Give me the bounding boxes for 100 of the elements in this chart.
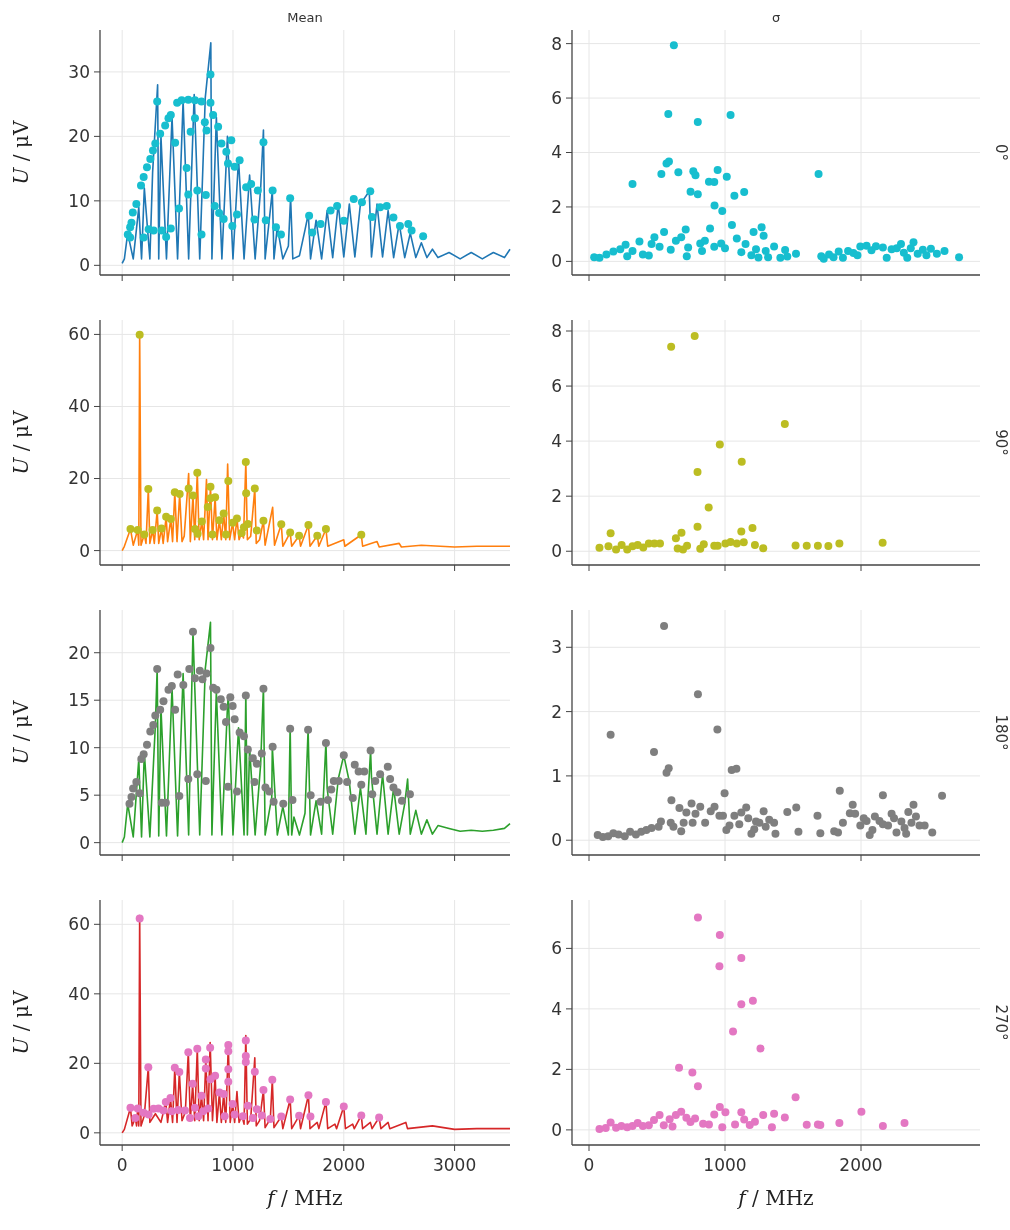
chart-title: Mean — [287, 10, 323, 25]
point — [731, 1120, 740, 1129]
y-tick-label: 10 — [68, 190, 90, 211]
point — [232, 514, 241, 523]
point — [135, 330, 144, 339]
point — [321, 524, 330, 533]
point — [900, 1118, 909, 1127]
point — [606, 1118, 615, 1127]
y-tick-label: 0 — [79, 832, 90, 853]
x-tick-label: 1000 — [211, 1155, 255, 1175]
point — [677, 528, 686, 537]
line-series — [121, 621, 511, 844]
text: 180° — [992, 714, 1010, 751]
point — [259, 516, 268, 525]
point — [677, 1107, 686, 1116]
point — [659, 1121, 668, 1130]
point — [252, 526, 261, 535]
y-tick-label: 10 — [68, 737, 90, 758]
y-tick-label: 40 — [68, 983, 90, 1004]
point — [756, 1044, 765, 1053]
point — [780, 1113, 789, 1122]
point — [878, 1121, 887, 1130]
x-tick-label: 1000 — [703, 1155, 747, 1175]
y-tick-label: 4 — [551, 431, 562, 452]
point — [221, 530, 230, 539]
y-tick-label: 8 — [551, 320, 562, 341]
point — [667, 342, 676, 351]
point — [750, 1117, 759, 1126]
y-tick-label: 6 — [551, 938, 562, 959]
point — [688, 1068, 697, 1077]
point — [208, 530, 217, 539]
text: 90° — [992, 429, 1010, 456]
point — [639, 543, 648, 552]
y-tick-label: 3 — [551, 637, 562, 658]
point — [737, 954, 746, 963]
point — [595, 1124, 604, 1133]
point — [740, 1115, 749, 1124]
point — [835, 1118, 844, 1127]
point — [277, 520, 286, 529]
x-axis-title: f / MHz — [736, 1186, 814, 1210]
y-tick-label: 0 — [551, 1119, 562, 1140]
y-tick-label: 30 — [68, 61, 90, 82]
y-tick-label: 4 — [551, 998, 562, 1019]
point — [623, 545, 632, 554]
point — [148, 526, 157, 535]
point — [802, 1120, 811, 1129]
point — [206, 482, 215, 491]
point — [759, 544, 768, 553]
y-tick-label: 6 — [551, 376, 562, 397]
point — [824, 542, 833, 551]
point — [715, 962, 724, 971]
point — [710, 1110, 719, 1119]
y-tick-label: 1 — [551, 765, 562, 786]
y-tick-label: 0 — [551, 251, 562, 272]
point — [693, 913, 702, 922]
point — [286, 528, 295, 537]
point — [219, 509, 228, 518]
point — [780, 420, 789, 429]
point — [693, 467, 702, 476]
point — [250, 484, 259, 493]
point — [770, 1109, 779, 1118]
point — [665, 1115, 674, 1124]
point — [737, 1108, 746, 1117]
point — [140, 530, 149, 539]
point — [748, 524, 757, 533]
point — [857, 1107, 866, 1116]
x-tick-label: 2000 — [839, 1155, 883, 1175]
point — [704, 503, 713, 512]
point — [144, 484, 153, 493]
y-tick-label: 0 — [551, 830, 562, 851]
point — [601, 1124, 610, 1133]
point — [739, 538, 748, 547]
point — [704, 1120, 713, 1129]
point — [242, 489, 251, 498]
point — [193, 468, 202, 477]
point — [197, 517, 206, 526]
y-tick-label: 6 — [551, 88, 562, 109]
x-tick-label: 2000 — [322, 1155, 366, 1175]
point — [184, 484, 193, 493]
y-tick-label: 0 — [551, 541, 562, 562]
point — [211, 493, 220, 502]
point — [612, 545, 621, 554]
y-tick-label: 0 — [79, 255, 90, 276]
point — [675, 1063, 684, 1072]
point — [813, 541, 822, 550]
point — [791, 1093, 800, 1102]
y-tick-label: 40 — [68, 396, 90, 417]
y-tick-label: 20 — [68, 642, 90, 663]
point — [690, 331, 699, 340]
point — [595, 543, 604, 552]
point — [802, 541, 811, 550]
point — [606, 529, 615, 538]
point — [671, 534, 680, 543]
point — [644, 1121, 653, 1130]
y-tick-label: 2 — [551, 1059, 562, 1080]
point — [304, 521, 313, 530]
x-axis-title: f / MHz — [265, 1186, 343, 1210]
y-tick-label: 0 — [79, 1122, 90, 1143]
point — [604, 542, 613, 551]
y-axis-title: U / μV — [9, 700, 33, 765]
